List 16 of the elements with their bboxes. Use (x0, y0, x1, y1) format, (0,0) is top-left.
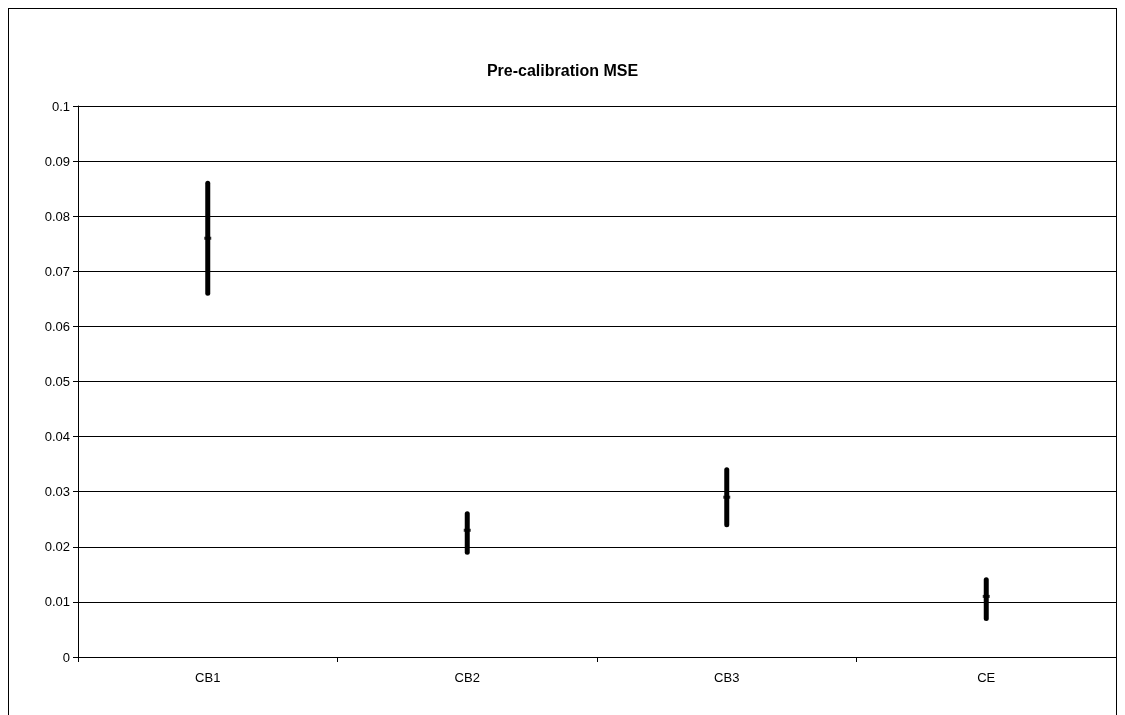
y-tick-label: 0 (62, 649, 70, 665)
y-tick-label: 0.04 (44, 429, 70, 445)
y-tick-label: 0.1 (51, 98, 70, 114)
y-tick-label: 0.02 (44, 539, 70, 555)
y-tick-label: 0.01 (44, 594, 70, 610)
y-tick-label: 0.08 (44, 208, 70, 224)
chart-title: Pre-calibration MSE (486, 61, 639, 79)
y-tick-label: 0.05 (44, 374, 70, 389)
x-tick-label: CE (977, 670, 996, 685)
y-tick-label: 0.06 (44, 318, 70, 334)
x-tick-label: CB1 (195, 670, 221, 685)
y-tick-label: 0.03 (44, 484, 70, 500)
x-tick-label: CB2 (454, 670, 480, 685)
x-tick-label: CB3 (714, 670, 740, 685)
y-tick-label: 0.09 (44, 153, 70, 169)
y-tick-label: 0.07 (44, 263, 70, 279)
